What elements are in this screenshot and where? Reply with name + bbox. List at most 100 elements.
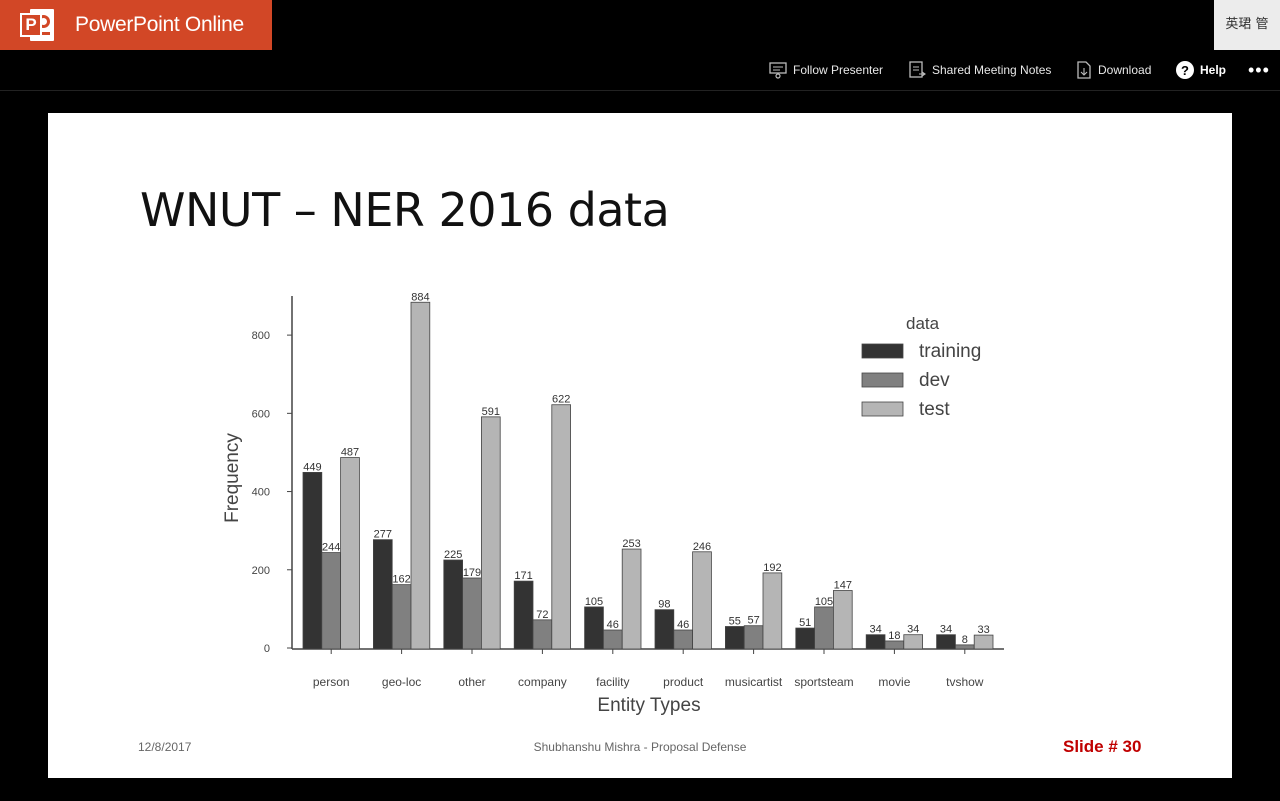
help-icon: ? [1176,61,1194,79]
slide-footer: Shubhanshu Mishra - Proposal Defense [533,740,747,754]
x-axis-label: Entity Types [597,695,700,716]
x-tick-label: other [458,675,485,689]
y-tick-label: 0 [264,643,270,655]
y-axis-label: Frequency [222,433,243,523]
more-options-button[interactable]: ••• [1248,59,1270,80]
bar-value-label: 8 [962,634,968,646]
bar [410,301,431,650]
bar-value-label: 98 [658,599,670,611]
bar [884,640,905,650]
bar [743,625,764,650]
y-tick-label: 800 [252,330,270,342]
bar-value-label: 33 [977,624,989,636]
app-brand[interactable]: P PowerPoint Online [0,0,272,50]
bar-value-label: 147 [834,580,852,592]
bar-value-label: 51 [799,617,811,629]
bar-value-label: 244 [322,542,340,554]
bar [762,572,783,650]
bar-value-label: 105 [585,596,603,608]
bar [462,577,482,650]
bar [936,634,956,650]
presenter-icon [769,62,787,79]
slide-number: Slide # 30 [1063,737,1142,756]
bar [814,606,834,650]
bar-value-label: 449 [303,461,321,473]
x-tick-label: product [663,675,704,689]
legend-label: dev [919,370,950,391]
bar-value-label: 34 [907,624,919,636]
x-tick-label: geo-loc [382,675,421,689]
shared-notes-label: Shared Meeting Notes [932,63,1052,77]
slide: WNUT – NER 2016 data 0 200 400 600 800 Freque… [48,113,1232,778]
bar [513,580,534,650]
bar [532,619,553,650]
bar [833,590,853,650]
x-tick-label: facility [596,675,629,689]
legend-title: data [906,314,940,333]
bar-value-label: 591 [482,406,500,418]
bar [903,634,923,650]
help-button[interactable]: ? Help [1175,50,1226,90]
bar-value-label: 18 [888,630,900,642]
bar [551,404,571,650]
powerpoint-logo-icon: P [20,7,56,43]
bar-value-label: 34 [940,624,952,636]
download-icon [1077,61,1091,79]
bar [692,551,712,650]
y-tick-label: 600 [252,408,270,420]
legend-label: training [919,341,981,362]
bar [321,552,341,650]
y-tick-label: 400 [252,487,270,499]
bar-value-label: 225 [444,549,462,561]
bar [391,584,412,650]
bar [865,634,886,650]
follow-presenter-button[interactable]: Follow Presenter [768,50,883,90]
bar-value-label: 277 [374,529,392,541]
user-account-button[interactable]: 英珺 管 [1214,0,1280,50]
bar-value-label: 487 [341,447,359,459]
x-tick-label: movie [878,675,910,689]
bar [973,634,994,650]
x-tick-label: sportsteam [794,675,853,689]
x-tick-label: musicartist [725,675,783,689]
bar-value-label: 171 [514,570,532,582]
bar [795,627,815,650]
bar [725,626,745,650]
bar-value-label: 46 [677,619,689,631]
x-tick-label: tvshow [946,675,984,689]
follow-presenter-label: Follow Presenter [793,63,884,77]
legend-swatch [861,343,904,359]
slide-title: WNUT – NER 2016 data [140,183,670,237]
bar-value-label: 72 [536,609,548,621]
bar-value-label: 253 [622,538,640,550]
bar [480,416,501,650]
legend-swatch [861,372,904,388]
notes-icon [909,61,926,78]
legend-swatch [861,401,904,417]
bar [621,548,642,650]
bar-value-label: 162 [392,574,410,586]
y-tick-label: 200 [252,565,270,577]
bar [340,457,360,650]
bar [443,559,463,650]
bar-value-label: 192 [763,562,781,574]
bar-chart: 0 200 400 600 800 Frequency Entity Types 449 244… [222,291,1004,716]
bar [654,609,675,650]
toolbar: Follow Presenter Shared Meeting Notes Do… [0,50,1280,90]
x-tick-label: company [518,675,567,689]
slide-date: 12/8/2017 [138,740,192,754]
bar-value-label: 622 [552,394,570,406]
bar-value-label: 246 [693,541,711,553]
bar-value-label: 105 [815,596,833,608]
bar-value-label: 884 [411,291,429,303]
download-label: Download [1098,63,1152,77]
bar-value-label: 55 [729,615,741,627]
bar [372,539,393,650]
bar [673,629,693,650]
x-tick-label: person [313,675,350,689]
shared-notes-button[interactable]: Shared Meeting Notes [907,50,1051,90]
help-label: Help [1200,63,1227,77]
bar-value-label: 46 [607,619,619,631]
bar-value-label: 179 [463,567,481,579]
download-button[interactable]: Download [1075,50,1151,90]
